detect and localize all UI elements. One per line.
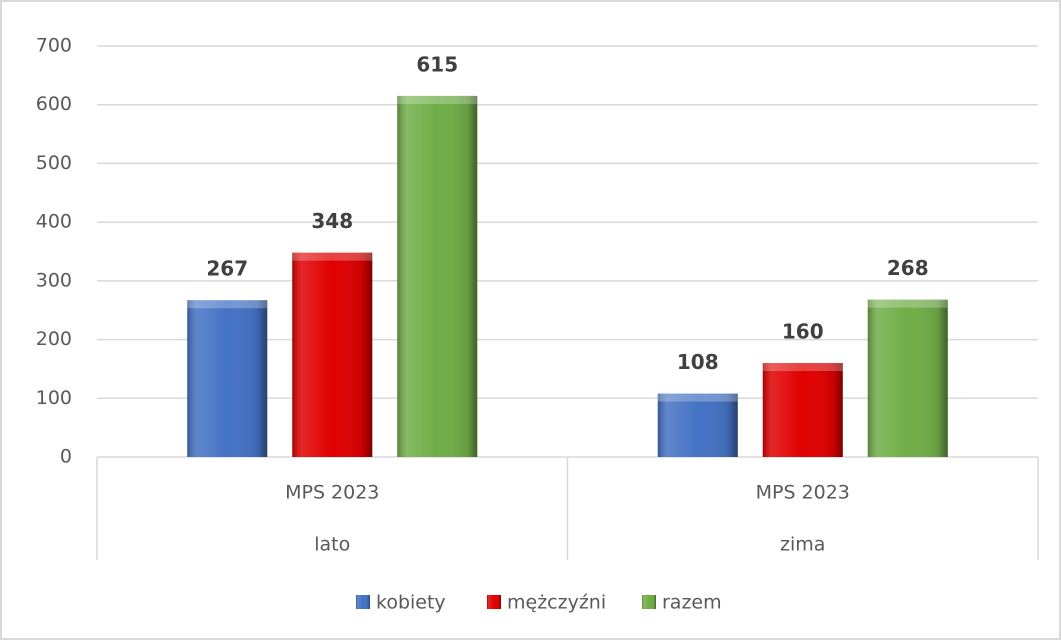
legend-swatch-shade — [487, 595, 501, 609]
x-tick-label: lato — [314, 534, 350, 556]
bar-shade — [292, 252, 373, 457]
bar-shade — [867, 299, 948, 457]
y-tick-label: 600 — [36, 93, 72, 115]
y-tick-label: 300 — [36, 269, 72, 291]
y-tick-label: 100 — [36, 387, 72, 409]
legend-label: kobiety — [376, 592, 446, 614]
bar-bevel — [657, 393, 738, 402]
bar-shade — [762, 363, 843, 457]
value-label: 348 — [311, 209, 353, 233]
legend-swatch-shade — [642, 595, 656, 609]
value-label: 267 — [206, 257, 248, 281]
x-group-label: MPS 2023 — [285, 482, 379, 504]
bar-bevel — [187, 300, 268, 309]
bar-bevel — [397, 95, 478, 104]
value-label: 268 — [887, 256, 929, 280]
bar-bevel — [867, 299, 948, 308]
y-tick-label: 0 — [60, 446, 72, 468]
y-tick-label: 700 — [36, 35, 72, 57]
bar-bevel — [762, 363, 843, 372]
legend-label: mężczyźni — [507, 592, 606, 614]
value-label: 108 — [677, 350, 719, 374]
y-tick-label: 200 — [36, 328, 72, 350]
legend-label: razem — [662, 592, 722, 614]
x-tick-label: zima — [780, 534, 825, 556]
y-tick-label: 500 — [36, 152, 72, 174]
value-label: 160 — [782, 320, 824, 344]
bar-shade — [657, 393, 738, 457]
bar-shade — [187, 300, 268, 457]
y-tick-label: 400 — [36, 211, 72, 233]
bar-shade — [397, 95, 478, 458]
bar-bevel — [292, 252, 373, 261]
x-group-label: MPS 2023 — [756, 482, 850, 504]
legend-swatch-shade — [356, 595, 370, 609]
value-label: 615 — [416, 52, 458, 76]
